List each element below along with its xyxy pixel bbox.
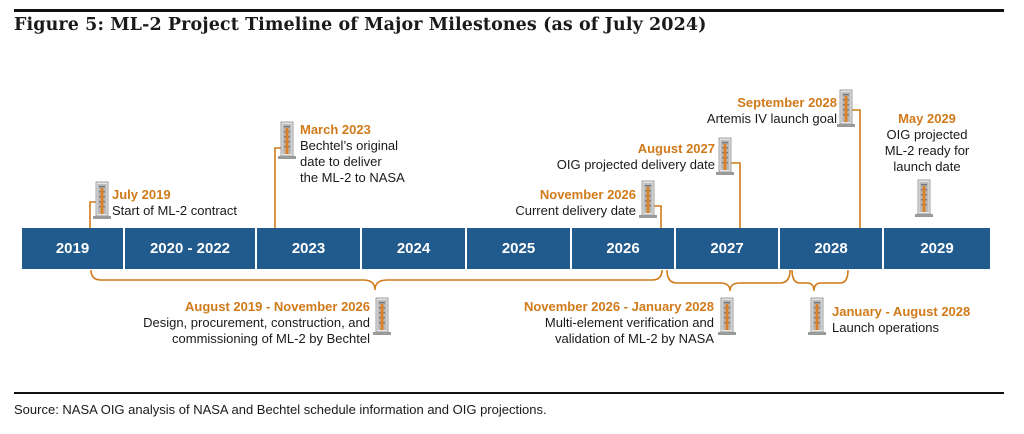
milestone-date: November 2026 — [539, 187, 636, 202]
timeline-segment: 2029 — [884, 228, 990, 269]
timeline-segment: 2019 — [22, 228, 125, 269]
bracket-launch-ops — [791, 269, 849, 292]
connector-line — [274, 147, 287, 228]
connector-line — [731, 162, 741, 228]
bottom-rule — [14, 392, 1004, 394]
milestone-text: the ML-2 to NASA — [300, 170, 405, 185]
milestone-date: July 2019 — [112, 187, 171, 202]
launch-tower-icon — [836, 89, 856, 128]
milestone-text: launch date — [893, 159, 961, 174]
milestone-march-2023: March 2023 Bechtel’s original date to de… — [300, 122, 405, 186]
top-rule — [14, 9, 1004, 12]
milestone-may-2029: May 2029 OIG projected ML-2 ready for la… — [872, 111, 982, 175]
bracket-bechtel — [90, 269, 663, 291]
milestone-november-2026: November 2026 Current delivery date — [515, 187, 636, 219]
milestone-date: May 2029 — [898, 111, 956, 126]
period-date: November 2026 - January 2028 — [523, 299, 714, 314]
period-date: August 2019 - November 2026 — [185, 299, 370, 314]
launch-tower-icon — [807, 297, 827, 336]
figure-title: Figure 5: ML-2 Project Timeline of Major… — [14, 15, 707, 35]
milestone-text: Current delivery date — [515, 203, 636, 218]
period-text: Multi-element verification and — [544, 315, 714, 330]
launch-tower-icon — [277, 121, 297, 160]
launch-tower-icon — [92, 181, 112, 220]
timeline-bar: 2019 2020 - 2022 2023 2024 2025 2026 202… — [22, 228, 990, 269]
timeline-segment: 2025 — [467, 228, 572, 269]
launch-tower-icon — [715, 137, 735, 176]
milestone-september-2028: September 2028 Artemis IV launch goal — [707, 95, 837, 127]
bracket-nasa — [666, 269, 791, 292]
milestone-july-2019: July 2019 Start of ML-2 contract — [112, 187, 237, 219]
milestone-text: Start of ML-2 contract — [112, 203, 237, 218]
launch-tower-icon — [717, 297, 737, 336]
timeline-segment: 2024 — [362, 228, 467, 269]
launch-tower-icon — [372, 297, 392, 336]
milestone-date: September 2028 — [737, 95, 837, 110]
period-nasa-verification: November 2026 - January 2028 Multi-eleme… — [524, 299, 714, 347]
period-text: validation of ML-2 by NASA — [555, 331, 714, 346]
source-note: Source: NASA OIG analysis of NASA and Be… — [14, 402, 547, 417]
launch-tower-icon — [638, 180, 658, 219]
milestone-date: March 2023 — [300, 122, 371, 137]
timeline-segment: 2026 — [572, 228, 676, 269]
timeline-segment: 2023 — [257, 228, 362, 269]
period-text: Design, procurement, construction, and — [143, 315, 370, 330]
milestone-text: OIG projected delivery date — [556, 157, 715, 172]
timeline-segment: 2020 - 2022 — [125, 228, 257, 269]
milestone-text: ML-2 ready for — [884, 143, 970, 158]
milestone-text: Artemis IV launch goal — [706, 111, 837, 126]
period-text: Launch operations — [832, 320, 939, 335]
milestone-date: August 2027 — [637, 141, 715, 156]
milestone-text: OIG projected — [886, 127, 968, 142]
launch-tower-icon — [914, 179, 934, 218]
period-date: January - August 2028 — [832, 304, 971, 319]
connector-line — [652, 205, 662, 228]
connector-line — [852, 109, 861, 228]
period-text: commissioning of ML-2 by Bechtel — [172, 331, 370, 346]
timeline-segment: 2027 — [676, 228, 780, 269]
milestone-august-2027: August 2027 OIG projected delivery date — [557, 141, 715, 173]
period-bechtel: August 2019 - November 2026 Design, proc… — [143, 299, 370, 347]
period-launch-operations: January - August 2028 Launch operations — [832, 304, 970, 336]
milestone-text: date to deliver — [300, 154, 382, 169]
timeline-segment: 2028 — [780, 228, 884, 269]
milestone-text: Bechtel’s original — [300, 138, 399, 153]
